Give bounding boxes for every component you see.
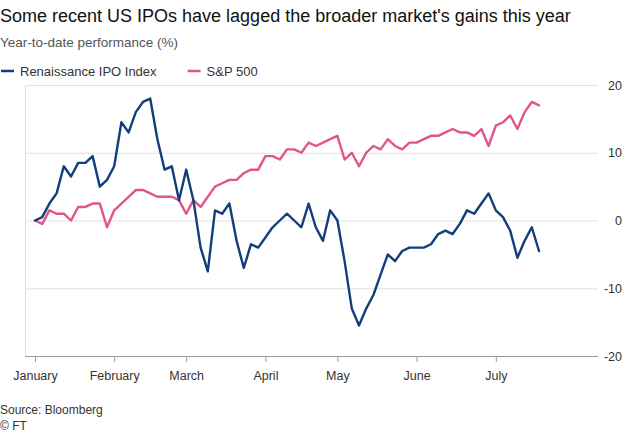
x-tick-label: April xyxy=(253,369,278,383)
x-tick-mark xyxy=(35,356,36,362)
y-tick-label: -20 xyxy=(604,350,622,364)
x-tick-label: May xyxy=(326,369,350,383)
y-tick-label: 20 xyxy=(608,79,622,93)
y-tick: 20 xyxy=(25,79,622,93)
y-tick-label: -10 xyxy=(604,282,622,296)
x-tick: March xyxy=(169,356,204,383)
x-tick: June xyxy=(404,356,431,383)
x-tick: February xyxy=(90,356,141,383)
x-tick-mark xyxy=(337,356,338,362)
legend-swatch xyxy=(188,70,201,73)
x-tick-label: March xyxy=(169,369,204,383)
x-tick-mark xyxy=(114,356,115,362)
legend-label: S&P 500 xyxy=(207,64,258,79)
x-tick-label: February xyxy=(90,369,141,383)
credit: © FT xyxy=(0,419,28,433)
series-line xyxy=(35,99,539,326)
legend-item: S&P 500 xyxy=(188,64,258,79)
x-tick-mark xyxy=(417,356,418,362)
x-tick: July xyxy=(485,356,508,383)
source: Source: Bloomberg xyxy=(0,403,103,417)
legend-label: Renaissance IPO Index xyxy=(20,64,157,79)
x-axis: January February March April May June July xyxy=(13,356,539,383)
y-tick-label: 10 xyxy=(608,146,622,160)
x-tick-label: January xyxy=(13,369,58,383)
x-tick-mark xyxy=(186,356,187,362)
y-tick: -10 xyxy=(25,282,622,296)
y-tick-label: 0 xyxy=(615,214,622,228)
x-tick: May xyxy=(326,356,350,383)
x-tick: April xyxy=(253,356,278,383)
grid-line xyxy=(25,153,598,154)
plot-lines xyxy=(35,99,539,326)
y-tick: -20 xyxy=(25,350,622,364)
legend-swatch xyxy=(1,70,14,73)
x-tick: January xyxy=(13,356,58,383)
series-line xyxy=(35,102,539,227)
legend-item: Renaissance IPO Index xyxy=(1,64,157,79)
x-tick-label: June xyxy=(404,369,431,383)
grid-line xyxy=(25,288,598,289)
title: Some recent US IPOs have lagged the broa… xyxy=(0,6,571,26)
grid-line xyxy=(25,85,598,86)
y-axis: -20 -10 0 10 20 xyxy=(25,79,622,364)
x-tick-mark xyxy=(496,356,497,362)
x-axis-line xyxy=(36,356,540,357)
subtitle: Year-to-date performance (%) xyxy=(0,35,178,50)
x-tick-label: July xyxy=(485,369,508,383)
y-tick: 0 xyxy=(25,214,622,228)
legend: Renaissance IPO Index S&P 500 xyxy=(1,64,258,79)
chart: Some recent US IPOs have lagged the broa… xyxy=(0,0,640,440)
grid-line xyxy=(25,356,598,357)
x-tick-mark xyxy=(265,356,266,362)
